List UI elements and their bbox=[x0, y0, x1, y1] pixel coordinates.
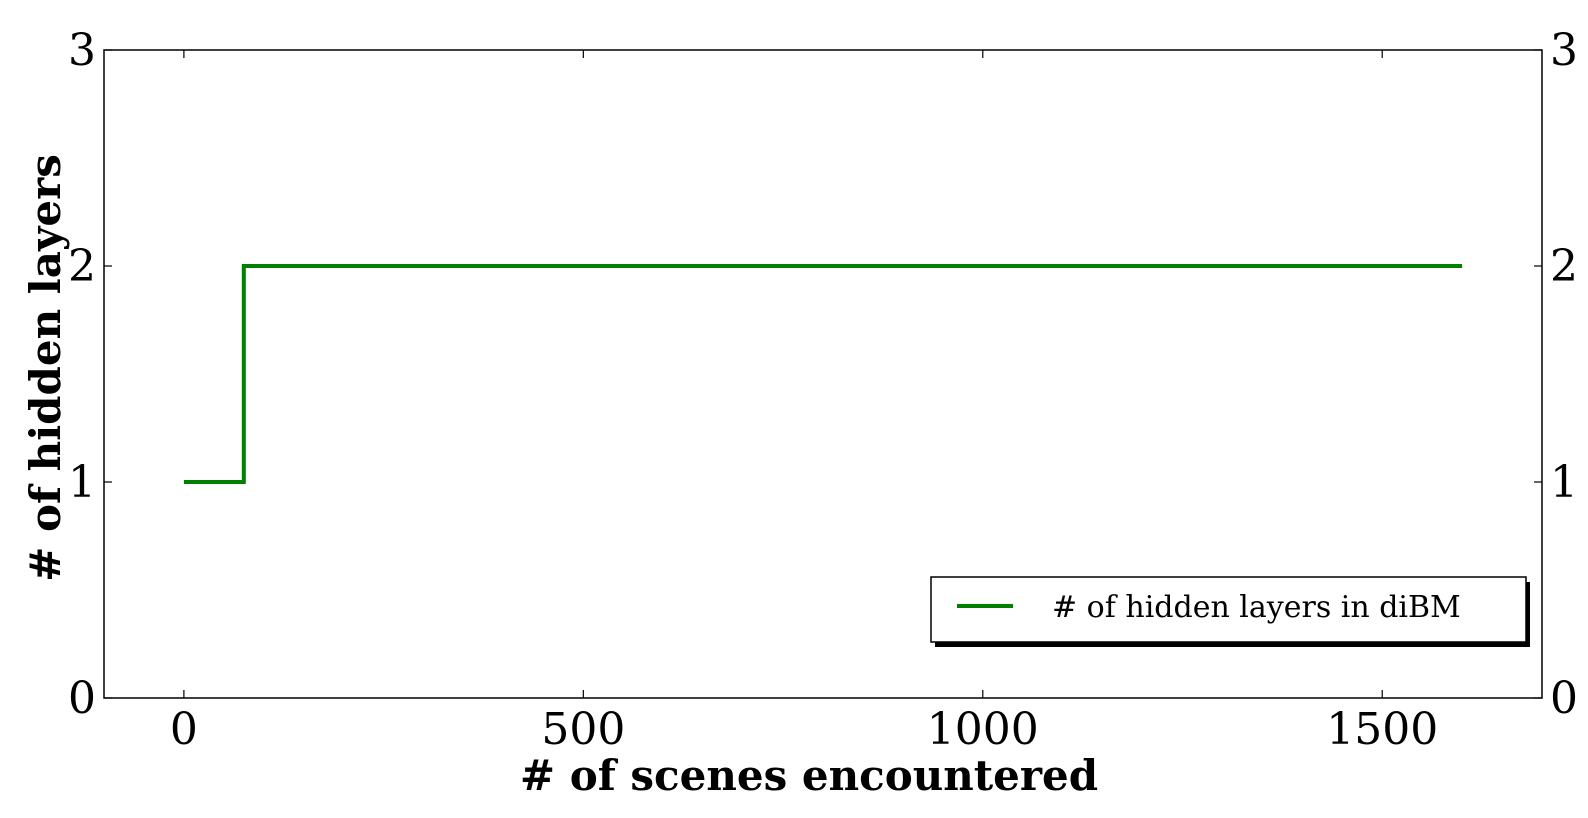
y-tick-label-right: 2 bbox=[1550, 241, 1578, 292]
ticks: 0 500 1000 1500 0 0 1 1 2 2 3 3 bbox=[68, 25, 1578, 755]
x-tick-label: 0 bbox=[170, 704, 198, 755]
axes bbox=[103, 49, 1543, 699]
plot-area bbox=[183, 264, 1463, 484]
x-tick-label: 1000 bbox=[927, 704, 1039, 755]
y-axis-label: # of hidden layers bbox=[21, 154, 70, 582]
y-tick-label-left: 0 bbox=[68, 673, 96, 724]
x-tick-label: 500 bbox=[541, 704, 625, 755]
x-axis-label: # of scenes encountered bbox=[520, 751, 1098, 800]
y-tick-label-left: 1 bbox=[68, 457, 96, 508]
y-tick-label-right: 1 bbox=[1550, 457, 1578, 508]
legend-label: # of hidden layers in diBM bbox=[1052, 590, 1461, 625]
legend-box bbox=[930, 576, 1527, 643]
y-tick-label-right: 3 bbox=[1550, 25, 1578, 76]
plot-frame bbox=[103, 49, 1543, 699]
series-line-0 bbox=[183, 264, 1463, 484]
x-tick-label: 1500 bbox=[1326, 704, 1438, 755]
y-tick-label-right: 0 bbox=[1550, 673, 1578, 724]
legend: # of hidden layers in diBM bbox=[930, 576, 1530, 647]
y-tick-label-left: 2 bbox=[68, 241, 96, 292]
y-tick-label-left: 3 bbox=[68, 25, 96, 76]
